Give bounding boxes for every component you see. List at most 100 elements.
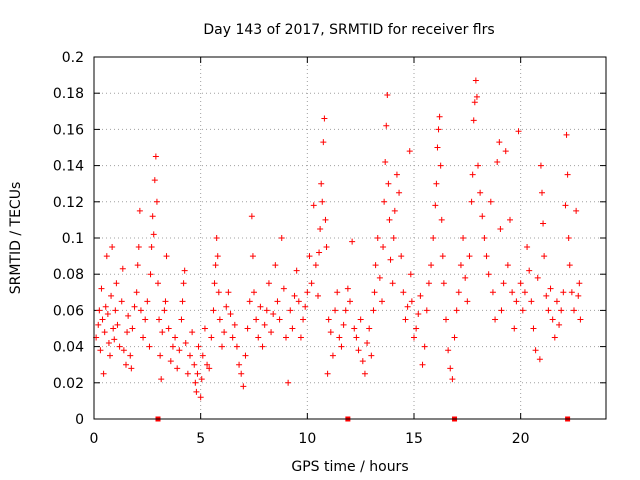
data-point <box>479 213 486 220</box>
data-point <box>473 93 480 100</box>
data-point <box>136 207 143 214</box>
y-tick-label: 0.04 <box>53 340 84 356</box>
data-point <box>568 289 575 296</box>
data-point <box>114 321 121 328</box>
data-point <box>428 262 435 269</box>
data-point <box>118 298 125 305</box>
data-point <box>265 280 272 287</box>
data-point <box>487 198 494 205</box>
data-point <box>334 289 341 296</box>
data-point <box>438 216 445 223</box>
data-point <box>338 343 345 350</box>
data-point <box>457 262 464 269</box>
data-point <box>391 207 398 214</box>
data-point <box>272 262 279 269</box>
data-point <box>229 334 236 341</box>
data-point <box>214 253 221 260</box>
data-point <box>382 158 389 165</box>
data-point <box>372 262 379 269</box>
data-point <box>502 148 509 155</box>
data-point <box>390 235 397 241</box>
data-point <box>513 298 520 305</box>
data-point <box>189 329 196 336</box>
data-point <box>381 198 388 205</box>
data-point <box>280 285 287 292</box>
data-point <box>193 388 200 395</box>
data-point <box>532 347 539 354</box>
data-point <box>289 325 296 332</box>
data-point <box>423 307 430 314</box>
data-point <box>102 303 109 310</box>
data-point <box>244 325 251 332</box>
data-point <box>462 274 469 281</box>
data-point <box>539 189 545 196</box>
y-tick-label: 0.14 <box>53 159 84 175</box>
data-point <box>225 289 232 296</box>
data-point <box>517 280 524 287</box>
data-point <box>208 334 215 341</box>
data-point <box>212 262 219 269</box>
data-point <box>319 198 326 205</box>
data-point <box>198 376 205 383</box>
data-point <box>404 303 411 310</box>
data-point <box>312 262 319 269</box>
data-point <box>519 307 526 314</box>
data-point <box>340 321 347 328</box>
data-point <box>379 298 385 305</box>
data-point <box>95 321 102 328</box>
data-point <box>152 153 159 160</box>
data-point <box>481 235 488 241</box>
data-point <box>419 361 426 368</box>
data-point <box>317 225 324 232</box>
x-tick-label: 10 <box>298 431 316 447</box>
data-point <box>285 379 292 386</box>
data-point <box>521 289 528 296</box>
data-point <box>125 312 132 319</box>
data-point <box>389 280 396 287</box>
data-point <box>445 347 452 354</box>
data-point <box>104 311 111 318</box>
data-point <box>492 316 499 323</box>
data-point <box>408 298 415 305</box>
data-point <box>306 253 313 260</box>
data-point <box>155 280 161 287</box>
data-point <box>135 244 142 251</box>
data-point <box>194 370 201 377</box>
data-point <box>108 292 115 299</box>
data-point <box>563 131 570 138</box>
data-point <box>144 298 151 305</box>
data-point <box>439 253 446 260</box>
data-point <box>489 289 496 296</box>
data-point <box>221 329 228 336</box>
data-point <box>195 343 202 350</box>
data-point <box>485 271 492 278</box>
data-point <box>393 171 400 178</box>
data-point <box>199 352 206 359</box>
x-tick-label: 20 <box>512 431 530 447</box>
data-point <box>400 289 407 296</box>
data-point <box>396 189 403 196</box>
data-point <box>530 325 537 332</box>
data-point <box>332 307 339 314</box>
data-point <box>291 292 298 299</box>
chart-title: Day 143 of 2017, SRMTID for receiver flr… <box>203 22 494 38</box>
data-point <box>179 298 186 305</box>
data-point <box>471 99 478 106</box>
data-point <box>304 289 311 296</box>
data-point <box>197 394 204 401</box>
data-point <box>162 298 169 305</box>
data-point <box>172 334 179 341</box>
data-point <box>223 303 230 310</box>
data-point <box>386 216 393 223</box>
data-point <box>322 216 329 223</box>
data-point <box>167 358 174 365</box>
data-point <box>483 253 490 260</box>
y-tick-label: 0.1 <box>62 231 84 247</box>
data-point <box>498 307 505 314</box>
data-point <box>97 347 104 354</box>
data-point <box>137 307 144 314</box>
y-tick-label: 0.02 <box>53 376 84 392</box>
data-point <box>355 347 362 354</box>
data-point <box>361 370 368 377</box>
data-point <box>215 289 222 296</box>
